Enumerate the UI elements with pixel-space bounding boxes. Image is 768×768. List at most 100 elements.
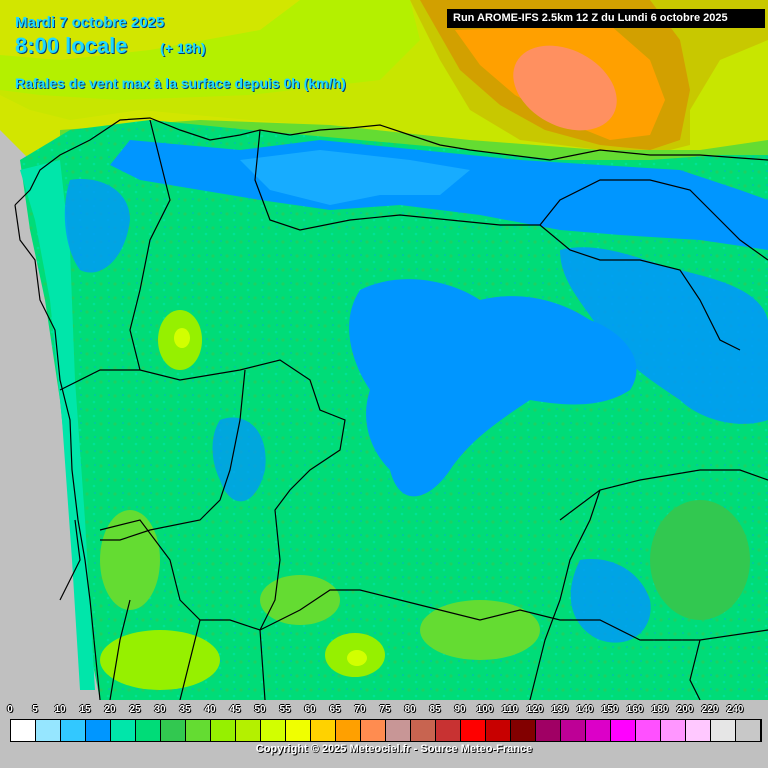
legend-tick-label: 10 bbox=[54, 704, 66, 715]
relief-gust-patch-2-core bbox=[347, 650, 367, 666]
province-border-2 bbox=[129, 119, 171, 371]
legend-swatch bbox=[86, 720, 111, 741]
legend-tick-label: 200 bbox=[676, 704, 694, 715]
east-blue-area bbox=[560, 247, 768, 424]
legend-tick-label: 220 bbox=[701, 704, 719, 715]
province-border-8 bbox=[109, 599, 131, 701]
legend-tick-label: 50 bbox=[254, 704, 266, 715]
legend-tick-label: 130 bbox=[551, 704, 569, 715]
legend-swatch bbox=[336, 720, 361, 741]
legend-tick-label: 55 bbox=[279, 704, 291, 715]
north-blue-dark bbox=[240, 150, 470, 205]
legend-tick-label: 30 bbox=[154, 704, 166, 715]
legend-swatch bbox=[286, 720, 311, 741]
model-run-label: Run AROME-IFS 2.5km 12 Z du Lundi 6 octo… bbox=[447, 9, 765, 28]
legend-swatch bbox=[511, 720, 536, 741]
copyright-notice: Copyright © 2025 Meteociel.fr - Source M… bbox=[255, 743, 533, 755]
north-blue-band bbox=[110, 140, 768, 250]
south-blue-area bbox=[570, 559, 651, 643]
legend-tick-label: 180 bbox=[651, 704, 669, 715]
legend-swatch bbox=[111, 720, 136, 741]
province-border-5 bbox=[99, 519, 768, 641]
legend-tick-label: 140 bbox=[576, 704, 594, 715]
north-coastline bbox=[14, 117, 768, 206]
relief-gust-patch-3 bbox=[260, 575, 340, 625]
legend-swatch bbox=[636, 720, 661, 741]
legend-tick-label: 20 bbox=[104, 704, 116, 715]
legend-swatch bbox=[561, 720, 586, 741]
legend-swatch bbox=[611, 720, 636, 741]
relief-gust-patch-6 bbox=[100, 510, 160, 610]
sea-band-west-55 bbox=[0, 0, 300, 60]
legend-swatch bbox=[586, 720, 611, 741]
forecast-time-label: 8:00 locale bbox=[15, 33, 128, 58]
legend-tick-label: 25 bbox=[129, 704, 141, 715]
interior-blue-area bbox=[212, 417, 266, 502]
legend-swatch bbox=[486, 720, 511, 741]
legend-tick-label: 85 bbox=[429, 704, 441, 715]
legend-swatch bbox=[436, 720, 461, 741]
forecast-date-label: Mardi 7 octobre 2025 bbox=[15, 14, 165, 31]
legend-swatch bbox=[211, 720, 236, 741]
legend-tick-label: 75 bbox=[379, 704, 391, 715]
portugal-spain-border bbox=[59, 359, 346, 701]
relief-gust-patch-5 bbox=[650, 500, 750, 620]
province-border-10 bbox=[689, 639, 701, 701]
legend-swatch bbox=[261, 720, 286, 741]
legend-swatch bbox=[236, 720, 261, 741]
legend-tick-label: 150 bbox=[601, 704, 619, 715]
legend-swatch bbox=[661, 720, 686, 741]
legend-tick-label: 15 bbox=[79, 704, 91, 715]
legend-swatch bbox=[11, 720, 36, 741]
legend-swatch bbox=[736, 720, 761, 741]
legend-swatch bbox=[36, 720, 61, 741]
legend-swatch bbox=[386, 720, 411, 741]
legend-swatch bbox=[161, 720, 186, 741]
legend-swatch bbox=[136, 720, 161, 741]
forecast-lead-time-label: (+ 18h) bbox=[160, 40, 206, 56]
legend-tick-label: 40 bbox=[204, 704, 216, 715]
west-blue-area bbox=[64, 179, 130, 273]
legend-swatch bbox=[711, 720, 736, 741]
legend-tick-label: 90 bbox=[454, 704, 466, 715]
province-border-1 bbox=[100, 369, 246, 541]
legend-tick-label: 65 bbox=[329, 704, 341, 715]
legend-tick-label: 240 bbox=[726, 704, 744, 715]
legend-tick-label: 70 bbox=[354, 704, 366, 715]
legend-tick-label: 100 bbox=[476, 704, 494, 715]
legend-tick-label: 0 bbox=[7, 704, 13, 715]
borders bbox=[14, 117, 768, 701]
legend-swatch bbox=[186, 720, 211, 741]
legend-tick-label: 45 bbox=[229, 704, 241, 715]
relief-gust-patch-4 bbox=[420, 600, 540, 660]
west-coastline bbox=[14, 204, 101, 701]
legend-tick-label: 60 bbox=[304, 704, 316, 715]
legend-swatch bbox=[686, 720, 711, 741]
province-border-9 bbox=[179, 619, 201, 701]
legend-tick-label: 80 bbox=[404, 704, 416, 715]
legend-swatch bbox=[61, 720, 86, 741]
province-border-7 bbox=[529, 489, 601, 701]
legend-swatch bbox=[361, 720, 386, 741]
legend-tick-label: 35 bbox=[179, 704, 191, 715]
legend-swatch bbox=[411, 720, 436, 741]
relief-gust-patch-7 bbox=[100, 630, 220, 690]
relief-gust-patch-1-core bbox=[174, 328, 190, 348]
province-border-4 bbox=[539, 179, 768, 261]
province-border-6 bbox=[559, 469, 768, 521]
province-border-11 bbox=[59, 519, 81, 601]
color-legend-bar bbox=[10, 719, 762, 742]
legend-tick-label: 110 bbox=[501, 704, 519, 715]
legend-tick-label: 160 bbox=[626, 704, 644, 715]
legend-labels: 0 5 10 15 20 25 30 35 40 45 50 55 60 65 70 75 80 85 90 100 1… bbox=[0, 704, 768, 718]
parameter-label: Rafales de vent max à la surface depuis … bbox=[15, 75, 346, 91]
west-coast-band bbox=[20, 160, 95, 690]
legend-swatch bbox=[311, 720, 336, 741]
sea-core-70 bbox=[513, 45, 617, 131]
legend-swatch bbox=[536, 720, 561, 741]
legend-swatch bbox=[461, 720, 486, 741]
legend-tick-label: 120 bbox=[526, 704, 544, 715]
province-border-3 bbox=[254, 129, 741, 351]
